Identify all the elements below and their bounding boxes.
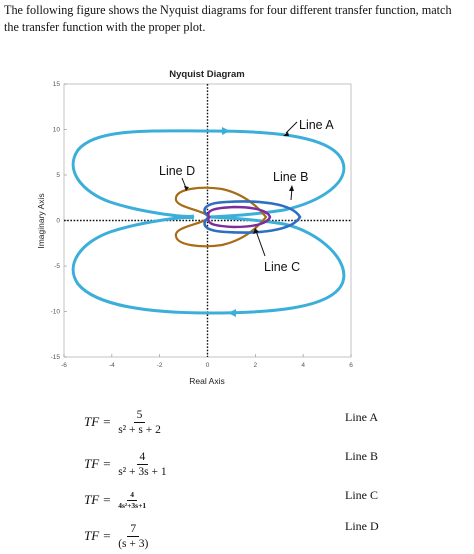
annotation-layer: Line A Line D Line B Line C (159, 118, 334, 274)
equation-4-lhs: TF = (84, 528, 112, 543)
equation-3-numerator: 4 (127, 490, 138, 501)
series-line-d (174, 186, 268, 248)
x-tick-label: 6 (349, 362, 353, 369)
equation-3-label: Line C (345, 488, 378, 502)
equation-4-numerator: 7 (127, 522, 140, 537)
x-tick-label: 2 (254, 362, 258, 369)
series-line-a-lower (71, 215, 346, 315)
y-tick-label: 0 (56, 218, 60, 225)
question-line-1: The following figure shows the Nyquist d… (4, 3, 452, 17)
tick-layer: -6 -4 -2 0 2 4 6 15 10 5 0 -5 -10 -15 (51, 81, 354, 369)
equation-1-label: Line A (345, 410, 378, 424)
y-tick-label: -15 (51, 354, 61, 361)
y-tick-label: -10 (51, 309, 61, 316)
chart-title: Nyquist Diagram (169, 69, 245, 80)
equation-2-lhs: TF = (84, 456, 112, 471)
equation-1-fraction: 5 s² + s + 2 (115, 408, 164, 437)
series-line-c (207, 205, 272, 229)
equation-4-fraction: 7 (s + 3) (115, 522, 151, 551)
arrow-up-marker (222, 127, 230, 135)
equation-3-lhs: TF = (84, 492, 112, 507)
equation-4-label: Line D (345, 519, 379, 533)
y-axis-label: Imaginary Axis (36, 193, 46, 248)
equation-2-denominator: s² + 3s + 1 (118, 465, 167, 478)
label-line-d: Line D (159, 164, 195, 178)
y-tick-label: 15 (53, 81, 61, 88)
question-line-2: the transfer function with the proper pl… (4, 20, 206, 34)
equation-4-denominator: (s + 3) (118, 537, 149, 550)
x-tick-label: 0 (206, 362, 210, 369)
equation-1: TF = 5 s² + s + 2 (84, 408, 164, 436)
equation-1-numerator: 5 (133, 408, 146, 423)
x-tick-label: -6 (61, 362, 67, 369)
label-line-b: Line B (273, 170, 308, 184)
y-tick-label: 10 (53, 127, 61, 134)
series-line-b (203, 200, 302, 234)
nyquist-chart: Nyquist Diagram -6 -4 -2 0 2 4 6 15 10 5 0 -5 -10 -15… (36, 69, 354, 386)
equation-2-label: Line B (345, 449, 378, 463)
equation-2-numerator: 4 (136, 450, 149, 465)
x-tick-label: 4 (301, 362, 305, 369)
equation-1-lhs: TF = (84, 414, 112, 429)
equation-2: TF = 4 s² + 3s + 1 (84, 450, 170, 478)
x-tick-label: -4 (109, 362, 115, 369)
arrow-down-marker (228, 309, 236, 317)
equation-3: TF = 4 4s²+3s+1 (84, 486, 149, 514)
x-tick-label: -2 (157, 362, 163, 369)
equation-2-fraction: 4 s² + 3s + 1 (115, 450, 169, 479)
label-line-c: Line C (264, 260, 300, 274)
label-line-a: Line A (299, 118, 334, 132)
equation-3-denominator: 4s²+3s+1 (118, 500, 147, 510)
x-axis-label: Real Axis (189, 376, 224, 386)
equation-3-fraction: 4 4s²+3s+1 (115, 490, 149, 511)
y-tick-label: 5 (56, 172, 60, 179)
equation-1-denominator: s² + s + 2 (118, 423, 161, 436)
equation-4: TF = 7 (s + 3) (84, 522, 151, 550)
curves-layer (71, 127, 346, 317)
question-text: The following figure shows the Nyquist d… (4, 2, 472, 36)
y-tick-label: -5 (54, 263, 60, 270)
